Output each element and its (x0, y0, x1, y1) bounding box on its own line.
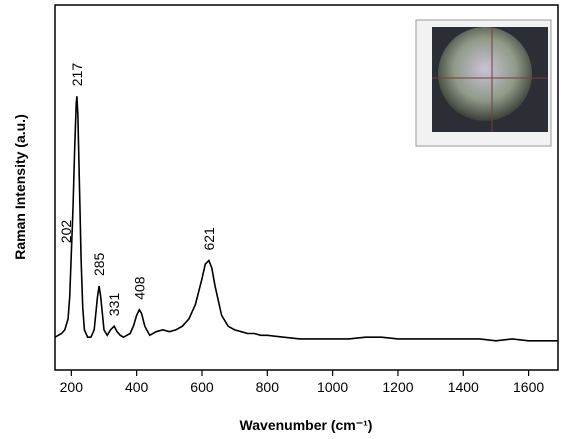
x-tick-label: 1000 (317, 379, 348, 395)
x-tick-label: 1600 (513, 379, 544, 395)
x-tick-label: 800 (256, 379, 280, 395)
y-axis-label: Raman Intensity (a.u.) (12, 114, 28, 259)
x-tick-label: 400 (125, 379, 149, 395)
x-tick-label: 1200 (382, 379, 413, 395)
peak-label: 621 (201, 227, 217, 251)
spectrum-line (54, 96, 558, 342)
x-tick-label: 200 (60, 379, 84, 395)
peak-label: 408 (131, 276, 147, 300)
peak-label: 285 (91, 252, 107, 276)
peak-label: 202 (58, 220, 74, 244)
inset-sample (438, 27, 532, 121)
x-tick-label: 1400 (448, 379, 479, 395)
x-axis-label: Wavenumber (cm⁻¹) (240, 417, 373, 433)
peak-label: 217 (69, 63, 85, 87)
x-tick-label: 600 (190, 379, 214, 395)
plot-frame (54, 4, 559, 371)
peak-label: 331 (106, 293, 122, 317)
inset-image (415, 19, 552, 147)
